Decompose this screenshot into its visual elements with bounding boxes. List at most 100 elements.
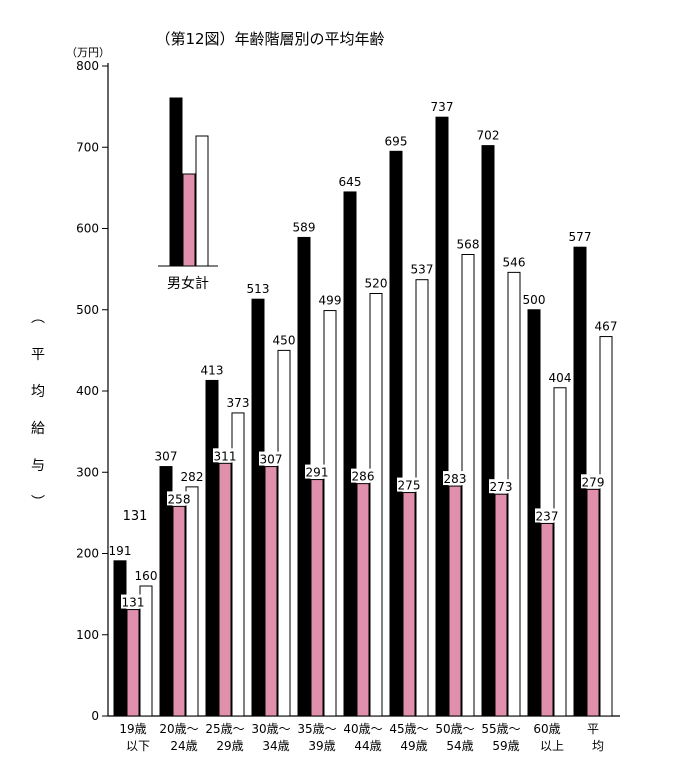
y-tick-label: 700 — [76, 140, 99, 154]
data-label-female: 237 — [536, 509, 559, 523]
data-label-female-bg — [259, 451, 283, 466]
x-tick-label: 以上 — [540, 739, 564, 753]
data-label-total: 282 — [181, 470, 204, 484]
data-label-female-bg — [121, 594, 145, 609]
x-tick-label: 54歳 — [446, 739, 473, 753]
data-label-female: 131 — [122, 596, 145, 610]
bar-male — [343, 191, 357, 717]
legend-bar-total — [195, 135, 209, 267]
x-tick-label: 均 — [592, 739, 604, 753]
data-label-total: 404 — [549, 371, 572, 385]
x-tick-label: 49歳 — [400, 739, 427, 753]
bar-female — [402, 492, 416, 717]
bar-male — [113, 560, 127, 717]
x-tick-label: 29歳 — [216, 739, 243, 753]
data-label-male: 737 — [431, 100, 454, 114]
bar-total — [185, 486, 199, 717]
bar-female — [218, 462, 232, 717]
x-tick-label: 25歳～ — [205, 722, 244, 736]
y-tick-label: 100 — [76, 628, 99, 642]
data-label-total: 499 — [319, 294, 342, 308]
x-tick-label: 44歳 — [354, 739, 381, 753]
bar-male — [435, 116, 449, 717]
x-tick-label: 平 — [587, 722, 599, 736]
bar-female — [172, 505, 186, 717]
legend-bar-female — [182, 173, 196, 267]
y-tick-label: 800 — [76, 59, 99, 73]
data-label-female-bg — [167, 491, 191, 506]
x-tick-label: 34歳 — [262, 739, 289, 753]
x-tick-label: 35歳～ — [297, 722, 336, 736]
x-tick-label: 以下 — [126, 739, 150, 753]
data-label-total: 537 — [411, 263, 434, 277]
bar-female — [356, 483, 370, 717]
bars — [113, 116, 613, 717]
y-tick-label: 200 — [76, 547, 99, 561]
x-tick-label: 45歳～ — [389, 722, 428, 736]
data-label-male: 702 — [477, 129, 500, 143]
data-label-female: 307 — [260, 453, 283, 467]
data-label-male: 645 — [339, 175, 362, 189]
data-label-female-bg — [489, 479, 513, 494]
bar-total — [139, 585, 153, 717]
data-label-male: 500 — [523, 293, 546, 307]
legend-bar-male — [169, 97, 183, 267]
data-label-total: 467 — [595, 320, 618, 334]
bar-male — [481, 145, 495, 717]
y-label-char: 平 — [31, 347, 45, 363]
x-tick-label: 24歳 — [170, 739, 197, 753]
extra-label: 131 — [123, 509, 148, 524]
y-label-char: 均 — [31, 384, 45, 400]
data-label-female: 291 — [306, 466, 329, 480]
y-label-char: 給 — [31, 421, 45, 437]
chart-title: （第12図）年齢階層別の平均年齢 — [155, 30, 384, 48]
y-tick-label: 400 — [76, 384, 99, 398]
y-tick-label: 600 — [76, 222, 99, 236]
bar-female — [494, 493, 508, 717]
data-label-male: 307 — [155, 450, 178, 464]
bar-total — [323, 310, 337, 717]
bar-total — [231, 412, 245, 717]
bar-total — [553, 387, 567, 717]
data-label-total: 546 — [503, 255, 526, 269]
x-tick-label: 20歳～ — [159, 722, 198, 736]
y-tick-label: 300 — [76, 465, 99, 479]
data-labels: 1911601313072822584133733115134503075894… — [109, 100, 618, 609]
data-label-female: 286 — [352, 470, 375, 484]
bar-total — [277, 349, 291, 717]
bar-female — [310, 479, 324, 717]
y-label-char: 与 — [31, 458, 45, 474]
data-label-female-bg — [213, 448, 237, 463]
bar-total — [507, 271, 521, 717]
data-label-male: 513 — [247, 282, 270, 296]
bar-male — [389, 150, 403, 717]
bar-total — [415, 279, 429, 717]
data-label-male: 589 — [293, 220, 316, 234]
bar-total — [369, 293, 383, 717]
data-label-female: 279 — [582, 475, 605, 489]
x-tick-label: 60歳 — [533, 722, 560, 736]
bar-female — [264, 466, 278, 717]
data-label-female: 258 — [168, 492, 191, 506]
x-tick-label: 59歳 — [492, 739, 519, 753]
data-label-total: 160 — [135, 569, 158, 583]
data-label-total: 568 — [457, 238, 480, 252]
x-tick-label: 39歳 — [308, 739, 335, 753]
bar-total — [461, 254, 475, 717]
legend-label: 男女計 — [167, 275, 209, 292]
x-tick-label: 19歳 — [119, 722, 146, 736]
data-label-female-bg — [397, 477, 421, 492]
bar-female — [586, 488, 600, 717]
data-label-male: 191 — [109, 544, 132, 558]
legend: 男女計 — [158, 97, 218, 292]
bar-male — [159, 466, 173, 717]
data-label-female: 283 — [444, 472, 467, 486]
x-tick-label: 50歳～ — [435, 722, 474, 736]
y-tick-label: 0 — [91, 709, 99, 723]
bar-male — [251, 298, 265, 717]
data-label-male: 413 — [201, 363, 224, 377]
data-label-female-bg — [443, 471, 467, 486]
x-tick-label: 40歳～ — [343, 722, 382, 736]
